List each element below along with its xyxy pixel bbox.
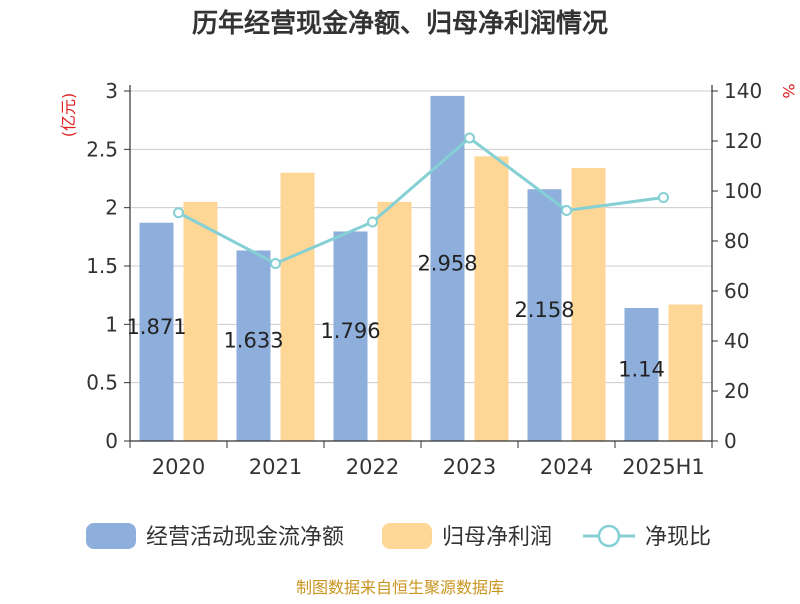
y-left-tick-label: 3	[105, 79, 118, 103]
y-left-unit: (亿元)	[59, 93, 78, 138]
y-left-tick-label: 0.5	[86, 371, 118, 395]
bar-net-profit-2020	[183, 201, 218, 441]
x-tick-label-2024: 2024	[540, 455, 593, 479]
ratio-point-2024	[561, 205, 572, 216]
chart-title: 历年经营现金净额、归母净利润情况	[192, 8, 608, 39]
grid	[130, 90, 712, 384]
data-label-cash-flow-2020: 1.871	[126, 315, 186, 339]
bar-net-profit-2025H1	[668, 304, 703, 441]
ratio-series-line	[177, 136, 664, 266]
y-right-unit: %	[779, 83, 798, 98]
ratio-point-2020	[173, 207, 184, 219]
bar-net-profit-2022	[377, 201, 412, 441]
bar-cash-flow-2023	[430, 95, 465, 442]
data-label-cash-flow-2024: 2.158	[514, 298, 574, 322]
ratio-point-2021	[270, 258, 281, 269]
x-tick-label-2021: 2021	[249, 455, 302, 479]
ratio-point-2023	[464, 132, 475, 144]
legend-label-cash-flow: 经营活动现金流净额	[146, 525, 344, 550]
bar-cash-flow-2025H1	[624, 308, 659, 441]
y-right-tick-label: 0	[724, 429, 737, 453]
data-label-cash-flow-2021: 1.633	[223, 329, 283, 353]
y-left-tick-label: 1	[105, 312, 118, 336]
source-note: 制图数据来自恒生聚源数据库	[296, 578, 504, 597]
data-label-cash-flow-2025H1: 1.14	[618, 358, 665, 382]
bar-cash-flow-2020	[139, 222, 174, 441]
data-labels: 1.871 1.633 1.796 2.958 2.158 1.14	[126, 251, 664, 381]
legend-swatch-net-profit	[382, 523, 432, 549]
y-left-tick-label: 2	[105, 196, 118, 220]
bar-cash-flow-2021	[236, 250, 271, 441]
x-tick-label-2022: 2022	[346, 455, 399, 479]
axes: 0 0.5 1 1.5 2 2.5 3 0 20 40 60 80 100 120 140 2020 2021 2…	[86, 79, 762, 479]
bar-cash-flow-2024	[527, 189, 562, 441]
legend-marker-ratio	[597, 524, 621, 548]
legend-swatch-cash-flow	[86, 523, 136, 549]
y-right-tick-label: 40	[724, 329, 749, 353]
y-left-tick-label: 2.5	[86, 137, 118, 161]
bar-net-profit-2021	[280, 172, 315, 441]
bar-cash-flow-2022	[333, 231, 368, 441]
x-tick-label-2023: 2023	[443, 455, 496, 479]
ratio-line	[173, 132, 669, 269]
data-label-cash-flow-2022: 1.796	[320, 319, 380, 343]
bar-net-profit-2023	[474, 156, 509, 442]
data-label-cash-flow-2023: 2.958	[417, 251, 477, 275]
x-tick-label-2025H1: 2025H1	[622, 455, 705, 479]
legend-label-net-profit: 归母净利润	[442, 525, 552, 550]
y-right-tick-label: 140	[724, 79, 762, 103]
y-left-tick-label: 0	[105, 429, 118, 453]
ratio-point-2022	[367, 216, 378, 228]
bar-net-profit-2024	[571, 168, 606, 441]
bars	[139, 95, 703, 442]
y-left-tick-label: 1.5	[86, 254, 118, 278]
ratio-point-2025H1	[658, 192, 669, 203]
legend: 经营活动现金流净额 归母净利润 净现比	[86, 523, 711, 550]
y-right-tick-label: 80	[724, 229, 749, 253]
y-right-tick-label: 100	[724, 179, 762, 203]
y-right-tick-label: 60	[724, 279, 749, 303]
legend-label-ratio: 净现比	[645, 525, 711, 550]
y-right-tick-label: 20	[724, 379, 749, 403]
y-right-tick-label: 120	[724, 129, 762, 153]
x-tick-label-2020: 2020	[152, 455, 205, 479]
